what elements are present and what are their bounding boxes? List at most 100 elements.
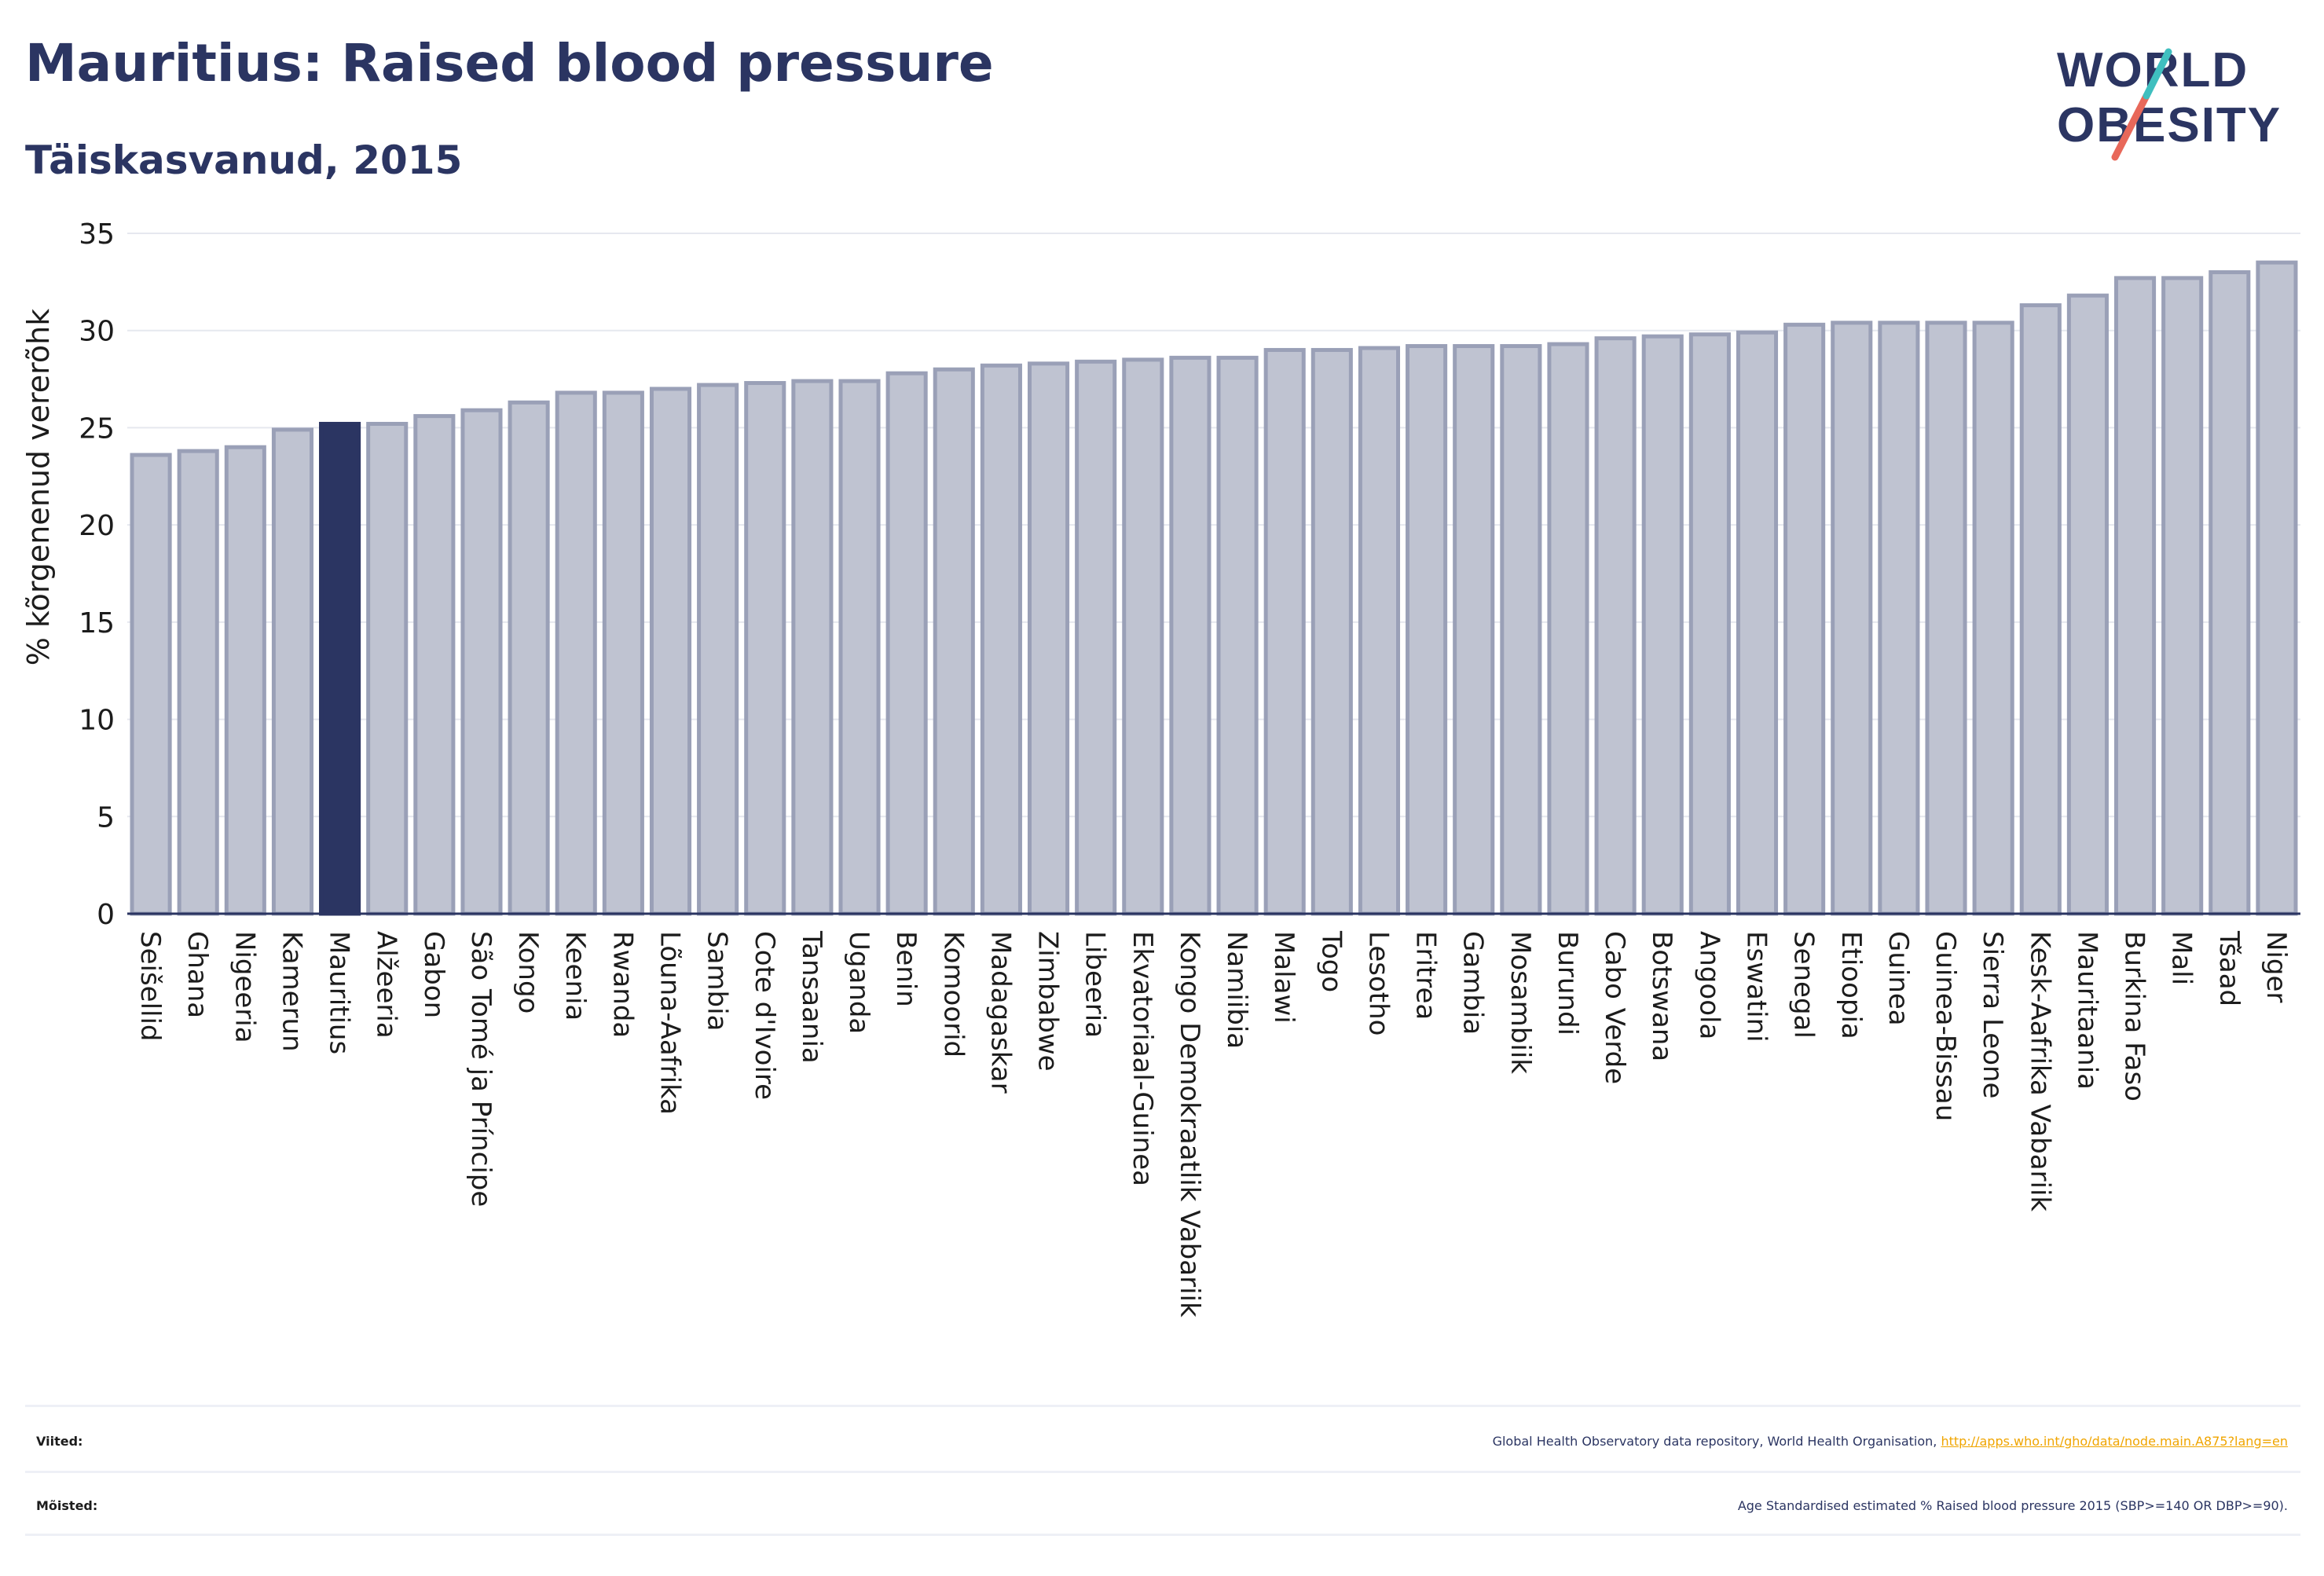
bar [224,445,266,916]
bar [2113,276,2157,916]
definitions-label: Mõisted: [36,1497,98,1513]
bar [1310,347,1353,916]
x-tick-label: Malawi [1268,931,1299,1024]
y-tick-label: 10 [79,705,115,737]
bar [460,408,503,916]
bar [697,383,739,916]
x-tick-label: Senegal [1788,931,1820,1039]
bar [1075,359,1117,916]
bar [885,371,928,916]
bar [1547,342,1589,916]
bar [1027,361,1070,916]
bar [1688,332,1731,916]
references-link[interactable]: http://apps.who.int/gho/data/node.main.A… [1941,1433,2288,1449]
footer-divider-middle [25,1471,2300,1473]
x-tick-label: Kongo [512,931,544,1013]
x-tick-label: Cote d'Ivoire [749,931,780,1100]
x-tick-label: Mali [2166,931,2198,985]
x-tick-label: Ekvatoriaal-Guinea [1127,931,1158,1186]
x-tick-label: Etioopia [1835,931,1867,1039]
world-obesity-logo: WORLD OBESITY [2057,43,2282,161]
x-tick-label: Togo [1315,930,1347,992]
bar [413,414,456,916]
y-axis-label: % kõrgenenud vererõhk [21,309,56,666]
x-tick-label: Botswana [1646,931,1677,1061]
bar [177,449,219,916]
bar [271,427,314,916]
x-tick-label: Libeeria [1080,931,1111,1038]
x-tick-label: Kamerun [276,931,307,1052]
definitions-row: Mõisted: Age Standardised estimated % Ra… [25,1474,2300,1537]
x-tick-label: Tansaania [796,930,827,1064]
y-axis-ticks: 0 5 10 15 20 25 30 35 [79,218,115,931]
x-tick-label: Alžeeria [371,931,402,1039]
bar [2209,269,2251,916]
svg-text:OBESITY: OBESITY [2057,98,2282,152]
x-tick-label: Cabo Verde [1599,931,1630,1084]
bar [744,381,786,916]
x-tick-label: Guinea-Bissau [1930,931,1961,1121]
x-tick-label: Rwanda [607,931,638,1038]
bar [980,363,1022,916]
y-tick-label: 5 [97,801,115,834]
bar [1263,347,1306,916]
x-tick-label: Sierra Leone [1977,931,2008,1098]
x-tick-label: Namiibia [1221,931,1252,1049]
x-tick-label: Lesotho [1362,931,1394,1035]
bar [602,390,644,916]
y-tick-label: 30 [79,316,115,348]
bar [508,400,550,916]
x-tick-label: Tšaad [2213,930,2245,1006]
bar [1500,344,1542,916]
bar [2161,276,2204,916]
footer-divider-top [25,1405,2300,1407]
x-tick-label: Mauritius [324,931,355,1054]
references-text: Global Health Observatory data repositor… [1492,1433,1937,1449]
x-tick-label: Niger [2260,931,2292,1002]
references-value: Global Health Observatory data repositor… [1493,1434,2300,1449]
bar [933,367,975,916]
x-tick-label: Lõuna-Aafrika [654,931,686,1115]
bar [2019,303,2062,916]
bar [1783,322,1826,916]
x-tick-label: Keenia [559,931,591,1021]
x-tick-label: Angoola [1693,931,1725,1039]
bar [1878,321,1920,916]
y-tick-label: 0 [97,899,115,931]
x-tick-label: Seišellid [134,931,166,1042]
x-tick-label: Eswatini [1741,931,1772,1043]
x-tick-label: Gabon [418,931,449,1018]
bar [1736,330,1779,916]
x-tick-label: São Tomé ja Príncipe [465,931,497,1207]
bar [1641,334,1684,916]
x-tick-label: Uganda [843,931,874,1034]
bar [1972,321,2014,916]
bar [1594,336,1637,916]
x-tick-label: Burundi [1552,931,1583,1035]
bar [2066,293,2109,916]
bar [791,379,834,916]
bar [2256,260,2298,916]
bar [130,453,172,916]
y-tick-label: 15 [79,607,115,640]
page-title: Mauritius: Raised blood pressure [25,33,994,93]
bar [1925,321,1967,916]
bar [1358,346,1401,916]
bar [1453,344,1495,916]
x-tick-label: Eritrea [1410,931,1442,1020]
x-tick-label: Gambia [1457,931,1489,1035]
bar [649,387,692,916]
y-tick-label: 20 [79,510,115,542]
bar [366,421,409,916]
x-tick-label: Sambia [702,931,733,1031]
x-tick-label: Komoorid [937,931,969,1057]
footer-divider-bottom [25,1534,2300,1536]
bar [1831,321,1873,916]
bar [555,390,597,916]
page-subtitle: Täiskasvanud, 2015 [25,137,463,183]
x-tick-label: Kesk-Aafrika Vabariik [2024,931,2055,1211]
bar [1406,344,1448,916]
x-tick-label: Guinea [1882,931,1914,1026]
bar-highlight [319,421,361,916]
x-tick-label: Burkina Faso [2119,931,2150,1101]
